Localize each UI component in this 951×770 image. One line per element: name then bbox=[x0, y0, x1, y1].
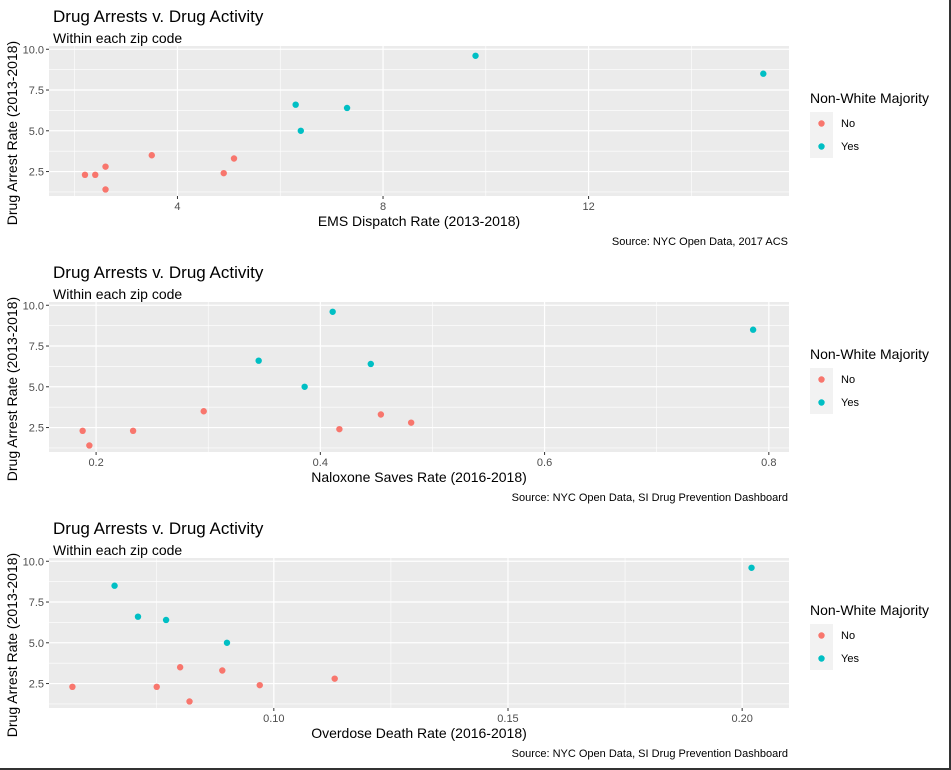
y-axis-title: Drug Arrest Rate (2013-2018) bbox=[4, 553, 20, 737]
legend-label-no: No bbox=[841, 630, 855, 642]
x-tick-label: 8 bbox=[380, 201, 386, 213]
point-no bbox=[69, 683, 76, 691]
x-tick-label: 0.8 bbox=[761, 457, 776, 469]
point-yes bbox=[292, 101, 299, 108]
legend-key-no bbox=[818, 632, 825, 639]
plot-panel bbox=[49, 302, 789, 452]
chart-title: Drug Arrests v. Drug Activity bbox=[53, 263, 264, 282]
y-tick-label: 10.0 bbox=[23, 44, 44, 56]
point-no bbox=[377, 411, 385, 418]
point-yes bbox=[748, 564, 755, 571]
point-no bbox=[79, 427, 86, 435]
point-yes bbox=[301, 383, 308, 390]
point-no bbox=[256, 681, 263, 689]
point-yes bbox=[749, 326, 757, 333]
point-yes bbox=[343, 104, 351, 112]
point-no bbox=[407, 419, 415, 426]
caption: Source: NYC Open Data, SI Drug Preventio… bbox=[512, 748, 788, 760]
y-tick-label: 5.0 bbox=[29, 382, 44, 394]
caption: Source: NYC Open Data, 2017 ACS bbox=[612, 236, 788, 248]
point-yes bbox=[255, 357, 262, 364]
legend-title: Non-White Majority bbox=[810, 602, 929, 618]
y-tick-label: 2.5 bbox=[29, 679, 44, 691]
y-axis-title: Drug Arrest Rate (2013-2018) bbox=[4, 297, 20, 481]
x-tick-label: 4 bbox=[174, 201, 180, 213]
point-no bbox=[102, 163, 109, 170]
x-tick-label: 0.15 bbox=[497, 713, 518, 725]
point-yes bbox=[329, 308, 336, 315]
legend-label-no: No bbox=[841, 118, 855, 130]
legend-label-no: No bbox=[841, 374, 855, 386]
x-tick-label: 0.2 bbox=[88, 457, 103, 469]
legend-title: Non-White Majority bbox=[810, 346, 929, 362]
point-yes bbox=[297, 127, 305, 134]
x-tick-label: 0.6 bbox=[537, 457, 552, 469]
point-no bbox=[148, 152, 155, 159]
point-no bbox=[230, 155, 238, 162]
y-tick-label: 5.0 bbox=[29, 126, 44, 138]
legend-title: Non-White Majority bbox=[810, 90, 929, 106]
chart-subtitle: Within each zip code bbox=[53, 30, 182, 46]
y-tick-label: 2.5 bbox=[29, 167, 44, 179]
point-yes bbox=[760, 70, 767, 77]
legend-key-no bbox=[818, 376, 825, 383]
y-tick-label: 10.0 bbox=[23, 556, 44, 568]
y-tick-label: 7.5 bbox=[29, 85, 44, 97]
point-yes bbox=[472, 52, 479, 59]
point-yes bbox=[134, 613, 142, 620]
x-tick-label: 0.20 bbox=[731, 713, 752, 725]
point-no bbox=[81, 171, 89, 179]
point-no bbox=[102, 186, 109, 193]
y-tick-label: 5.0 bbox=[29, 638, 44, 650]
plot-panel bbox=[49, 46, 789, 196]
y-tick-label: 7.5 bbox=[29, 597, 44, 609]
point-yes bbox=[162, 616, 170, 624]
point-no bbox=[129, 427, 137, 435]
y-tick-label: 10.0 bbox=[23, 300, 44, 312]
point-no bbox=[86, 442, 93, 449]
point-no bbox=[331, 675, 338, 682]
point-yes bbox=[111, 582, 118, 589]
chart-ems: Drug Arrests v. Drug Activity Within each… bbox=[4, 7, 929, 248]
x-axis-title: Overdose Death Rate (2016-2018) bbox=[311, 725, 527, 741]
point-no bbox=[336, 425, 343, 433]
chart-title: Drug Arrests v. Drug Activity bbox=[53, 7, 264, 26]
legend-key-yes bbox=[818, 655, 825, 662]
x-tick-label: 12 bbox=[582, 201, 594, 213]
legend-label-yes: Yes bbox=[841, 397, 859, 409]
point-yes bbox=[223, 639, 231, 646]
chart-title: Drug Arrests v. Drug Activity bbox=[53, 519, 264, 538]
legend-label-yes: Yes bbox=[841, 141, 859, 153]
x-tick-label: 0.4 bbox=[313, 457, 328, 469]
y-tick-label: 7.5 bbox=[29, 341, 44, 353]
point-no bbox=[200, 408, 207, 415]
chart-overdose: Drug Arrests v. Drug Activity Within each… bbox=[4, 519, 929, 760]
y-axis-title: Drug Arrest Rate (2013-2018) bbox=[4, 41, 20, 225]
point-no bbox=[92, 171, 99, 179]
legend-key-yes bbox=[818, 399, 825, 406]
point-no bbox=[220, 169, 227, 177]
chart-subtitle: Within each zip code bbox=[53, 286, 182, 302]
legend-key-yes bbox=[818, 143, 825, 150]
caption: Source: NYC Open Data, SI Drug Preventio… bbox=[512, 492, 788, 504]
point-no bbox=[153, 683, 160, 691]
point-no bbox=[219, 667, 226, 674]
point-no bbox=[186, 698, 193, 705]
point-yes bbox=[367, 360, 374, 368]
legend-key-no bbox=[818, 120, 825, 127]
chart-subtitle: Within each zip code bbox=[53, 542, 182, 558]
plot-panel bbox=[49, 558, 789, 708]
point-no bbox=[176, 664, 184, 671]
x-tick-label: 0.10 bbox=[263, 713, 284, 725]
chart-naloxone: Drug Arrests v. Drug Activity Within each… bbox=[4, 263, 929, 504]
x-axis-title: Naloxone Saves Rate (2016-2018) bbox=[311, 469, 527, 485]
x-axis-title: EMS Dispatch Rate (2013-2018) bbox=[318, 213, 520, 229]
y-tick-label: 2.5 bbox=[29, 423, 44, 435]
legend-label-yes: Yes bbox=[841, 653, 859, 665]
